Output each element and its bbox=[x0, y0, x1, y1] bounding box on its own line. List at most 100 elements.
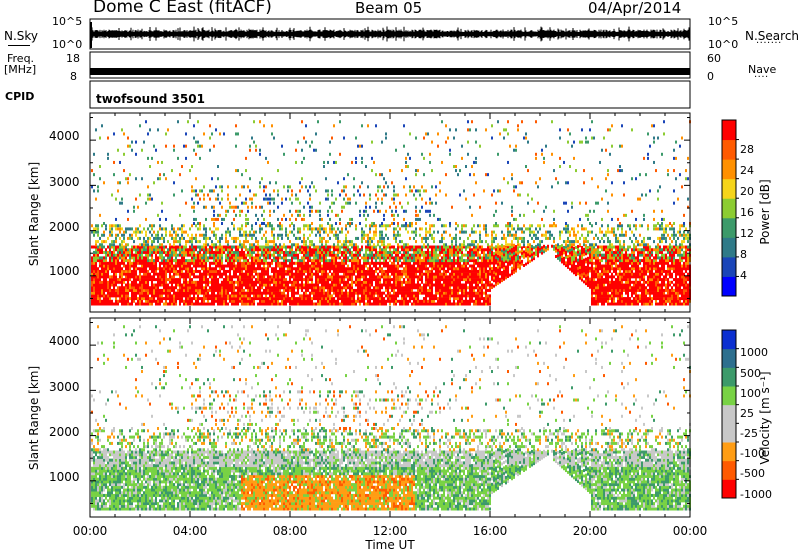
power-cell bbox=[207, 256, 209, 260]
power-cell bbox=[465, 269, 467, 273]
power-cell bbox=[173, 269, 175, 273]
power-cell bbox=[249, 269, 251, 273]
power-cell bbox=[231, 259, 233, 263]
power-cell bbox=[127, 267, 129, 271]
power-cell bbox=[233, 283, 235, 287]
power-cell bbox=[249, 233, 251, 237]
power-cell bbox=[101, 283, 103, 287]
power-cell bbox=[317, 275, 319, 279]
power-cell bbox=[419, 253, 421, 257]
power-cell bbox=[315, 261, 317, 265]
power-cell bbox=[317, 245, 319, 249]
power-cell bbox=[417, 259, 419, 263]
power-cell bbox=[163, 291, 165, 295]
power-cell bbox=[257, 275, 259, 279]
power-cell bbox=[341, 288, 343, 292]
power-cell bbox=[209, 256, 211, 260]
power-cell bbox=[405, 264, 407, 268]
power-cell bbox=[289, 185, 291, 189]
power-cell bbox=[353, 261, 355, 265]
power-cell bbox=[243, 294, 245, 298]
power-cell bbox=[251, 297, 253, 301]
power-cell bbox=[371, 259, 373, 263]
power-cell bbox=[191, 245, 193, 249]
power-cell bbox=[161, 250, 163, 254]
power-cell bbox=[355, 245, 357, 249]
power-cell bbox=[275, 302, 277, 306]
power-cell bbox=[123, 253, 125, 257]
power-cell bbox=[425, 256, 427, 260]
power-cell bbox=[131, 261, 133, 265]
power-cell bbox=[169, 280, 171, 284]
power-cell bbox=[383, 259, 385, 263]
power-cell bbox=[195, 152, 197, 156]
power-cell bbox=[321, 253, 323, 257]
power-cell bbox=[303, 259, 305, 263]
power-cell bbox=[421, 264, 423, 268]
power-cell bbox=[371, 288, 373, 292]
power-cell bbox=[147, 250, 149, 254]
power-cell bbox=[323, 275, 325, 279]
power-cell bbox=[133, 248, 135, 252]
power-cell bbox=[363, 256, 365, 260]
power-cell bbox=[117, 233, 119, 237]
power-cell bbox=[469, 272, 471, 276]
power-cell bbox=[147, 243, 149, 247]
power-cell bbox=[149, 264, 151, 268]
power-cell bbox=[225, 294, 227, 298]
power-cell bbox=[375, 193, 377, 197]
power-cell bbox=[459, 230, 461, 234]
power-cell bbox=[185, 230, 187, 234]
power-cell bbox=[325, 256, 327, 260]
power-cell bbox=[97, 297, 99, 301]
power-cell bbox=[313, 291, 315, 295]
power-cell bbox=[105, 264, 107, 268]
power-cell bbox=[147, 245, 149, 249]
power-cell bbox=[347, 278, 349, 282]
power-cell bbox=[191, 291, 193, 295]
power-cell bbox=[159, 264, 161, 268]
power-cell bbox=[393, 236, 395, 240]
power-cell bbox=[405, 302, 407, 306]
power-cell bbox=[263, 302, 265, 306]
nsky-label: N.Sky bbox=[4, 29, 39, 43]
power-cell bbox=[331, 136, 333, 140]
power-cell bbox=[201, 264, 203, 268]
power-cell bbox=[191, 280, 193, 284]
power-cell bbox=[259, 181, 261, 185]
power-cell bbox=[433, 259, 435, 263]
power-cell bbox=[235, 291, 237, 295]
power-cell bbox=[363, 280, 365, 284]
power-cell bbox=[319, 256, 321, 260]
power-cell bbox=[337, 256, 339, 260]
power-cell bbox=[425, 221, 427, 225]
power-cell bbox=[345, 280, 347, 284]
power-cell bbox=[285, 294, 287, 298]
power-cell bbox=[179, 280, 181, 284]
power-cell bbox=[373, 297, 375, 301]
power-cell bbox=[183, 291, 185, 295]
power-cell bbox=[99, 213, 101, 217]
power-cell bbox=[191, 185, 193, 189]
power-cell bbox=[241, 297, 243, 301]
power-cell bbox=[325, 248, 327, 252]
power-cell bbox=[367, 267, 369, 271]
power-cell bbox=[265, 240, 267, 244]
power-cell bbox=[395, 275, 397, 279]
power-cell bbox=[415, 197, 417, 201]
power-cell bbox=[141, 297, 143, 301]
power-cell bbox=[375, 280, 377, 284]
power-cell bbox=[295, 297, 297, 301]
power-cell bbox=[349, 221, 351, 225]
power-cell bbox=[307, 283, 309, 287]
power-cell bbox=[457, 173, 459, 177]
power-cell bbox=[395, 294, 397, 298]
power-cell bbox=[155, 302, 157, 306]
power-cell bbox=[419, 264, 421, 268]
power-cell bbox=[207, 288, 209, 292]
power-cell bbox=[197, 245, 199, 249]
power-cell bbox=[135, 264, 137, 268]
power-cell bbox=[443, 230, 445, 234]
power-cell bbox=[195, 245, 197, 249]
power-cell bbox=[101, 264, 103, 268]
